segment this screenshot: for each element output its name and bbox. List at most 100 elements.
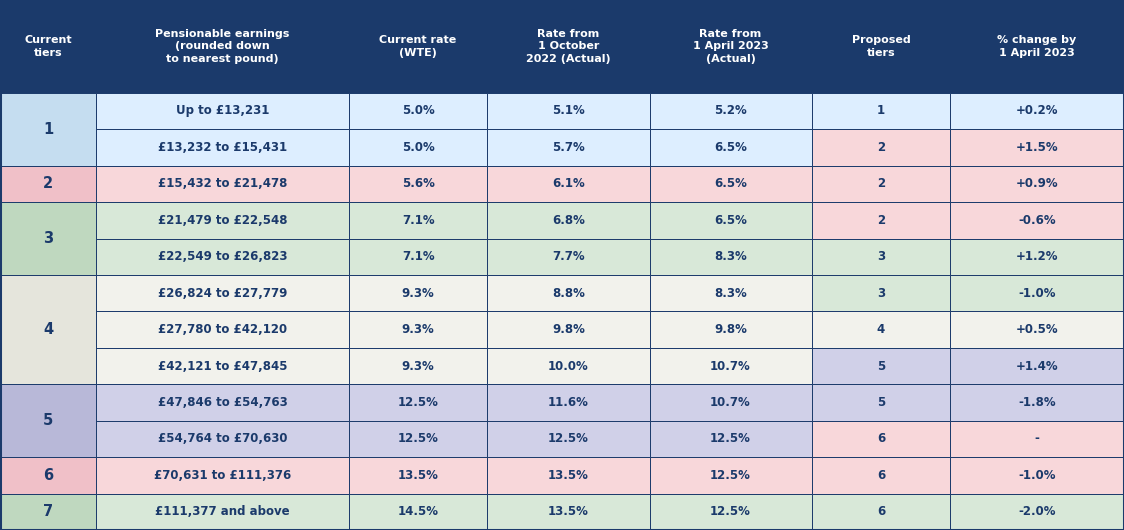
Text: 7: 7 xyxy=(43,504,53,519)
Bar xyxy=(488,312,650,348)
Bar xyxy=(0,0,97,93)
Bar xyxy=(97,384,348,421)
Bar xyxy=(488,129,650,165)
Bar xyxy=(812,202,950,238)
Text: 6.5%: 6.5% xyxy=(714,141,747,154)
Bar xyxy=(950,457,1124,493)
Text: 14.5%: 14.5% xyxy=(398,505,438,518)
Text: £111,377 and above: £111,377 and above xyxy=(155,505,290,518)
Text: 2: 2 xyxy=(877,178,885,190)
Bar xyxy=(97,202,348,238)
Text: 10.7%: 10.7% xyxy=(710,359,751,373)
Text: 12.5%: 12.5% xyxy=(710,432,751,445)
Text: 8.3%: 8.3% xyxy=(714,287,747,299)
Bar xyxy=(348,129,488,165)
Bar xyxy=(650,312,812,348)
Text: -2.0%: -2.0% xyxy=(1018,505,1055,518)
Text: 2: 2 xyxy=(43,176,53,191)
Bar xyxy=(650,421,812,457)
Bar xyxy=(348,0,488,93)
Text: 9.8%: 9.8% xyxy=(714,323,747,336)
Bar xyxy=(812,129,950,165)
Bar xyxy=(488,0,650,93)
Bar xyxy=(950,0,1124,93)
Bar xyxy=(348,238,488,275)
Bar xyxy=(0,384,97,457)
Bar xyxy=(950,421,1124,457)
Bar xyxy=(812,93,950,129)
Text: 10.7%: 10.7% xyxy=(710,396,751,409)
Text: Up to £13,231: Up to £13,231 xyxy=(175,104,270,118)
Bar xyxy=(97,312,348,348)
Text: 4: 4 xyxy=(43,322,53,337)
Text: 2: 2 xyxy=(877,214,885,227)
Bar xyxy=(812,457,950,493)
Bar xyxy=(97,493,348,530)
Text: 11.6%: 11.6% xyxy=(549,396,589,409)
Bar xyxy=(812,384,950,421)
Text: 13.5%: 13.5% xyxy=(549,469,589,482)
Bar xyxy=(348,384,488,421)
Text: 9.3%: 9.3% xyxy=(401,323,435,336)
Bar xyxy=(650,129,812,165)
Text: +1.5%: +1.5% xyxy=(1016,141,1059,154)
Text: -1.8%: -1.8% xyxy=(1018,396,1055,409)
Bar xyxy=(950,312,1124,348)
Text: 3: 3 xyxy=(877,287,885,299)
Bar xyxy=(650,238,812,275)
Bar xyxy=(650,0,812,93)
Text: 5.6%: 5.6% xyxy=(401,178,435,190)
Text: £13,232 to £15,431: £13,232 to £15,431 xyxy=(158,141,287,154)
Text: 8.8%: 8.8% xyxy=(552,287,584,299)
Text: 6.5%: 6.5% xyxy=(714,214,747,227)
Text: -0.6%: -0.6% xyxy=(1018,214,1055,227)
Bar xyxy=(488,348,650,384)
Text: Current rate
(WTE): Current rate (WTE) xyxy=(380,35,456,58)
Text: 7.1%: 7.1% xyxy=(401,214,435,227)
Bar xyxy=(348,275,488,311)
Text: 5.1%: 5.1% xyxy=(552,104,584,118)
Bar xyxy=(97,0,348,93)
Bar xyxy=(812,312,950,348)
Text: 5.7%: 5.7% xyxy=(552,141,584,154)
Text: 6: 6 xyxy=(877,505,885,518)
Bar xyxy=(0,493,97,530)
Text: £21,479 to £22,548: £21,479 to £22,548 xyxy=(157,214,288,227)
Text: 12.5%: 12.5% xyxy=(398,432,438,445)
Text: 3: 3 xyxy=(43,231,53,246)
Text: 12.5%: 12.5% xyxy=(398,396,438,409)
Bar xyxy=(97,275,348,311)
Text: Current
tiers: Current tiers xyxy=(25,35,72,58)
Bar xyxy=(650,384,812,421)
Bar xyxy=(97,457,348,493)
Text: 7.7%: 7.7% xyxy=(552,250,584,263)
Text: Pensionable earnings
(rounded down
to nearest pound): Pensionable earnings (rounded down to ne… xyxy=(155,29,290,64)
Bar xyxy=(650,457,812,493)
Bar xyxy=(348,348,488,384)
Bar xyxy=(650,165,812,202)
Text: 5.0%: 5.0% xyxy=(401,104,435,118)
Bar xyxy=(348,457,488,493)
Bar xyxy=(488,202,650,238)
Bar xyxy=(97,165,348,202)
Bar xyxy=(348,202,488,238)
Text: £15,432 to £21,478: £15,432 to £21,478 xyxy=(157,178,288,190)
Bar xyxy=(950,93,1124,129)
Bar xyxy=(97,348,348,384)
Text: £70,631 to £111,376: £70,631 to £111,376 xyxy=(154,469,291,482)
Bar xyxy=(650,348,812,384)
Bar xyxy=(348,93,488,129)
Bar xyxy=(0,93,97,165)
Text: Rate from
1 April 2023
(Actual): Rate from 1 April 2023 (Actual) xyxy=(692,29,769,64)
Text: £22,549 to £26,823: £22,549 to £26,823 xyxy=(157,250,288,263)
Text: -1.0%: -1.0% xyxy=(1018,287,1055,299)
Bar xyxy=(650,93,812,129)
Text: 13.5%: 13.5% xyxy=(549,505,589,518)
Bar xyxy=(950,384,1124,421)
Text: +1.4%: +1.4% xyxy=(1016,359,1059,373)
Bar xyxy=(488,93,650,129)
Text: 9.3%: 9.3% xyxy=(401,359,435,373)
Bar xyxy=(0,202,97,275)
Bar xyxy=(950,129,1124,165)
Text: +0.2%: +0.2% xyxy=(1016,104,1059,118)
